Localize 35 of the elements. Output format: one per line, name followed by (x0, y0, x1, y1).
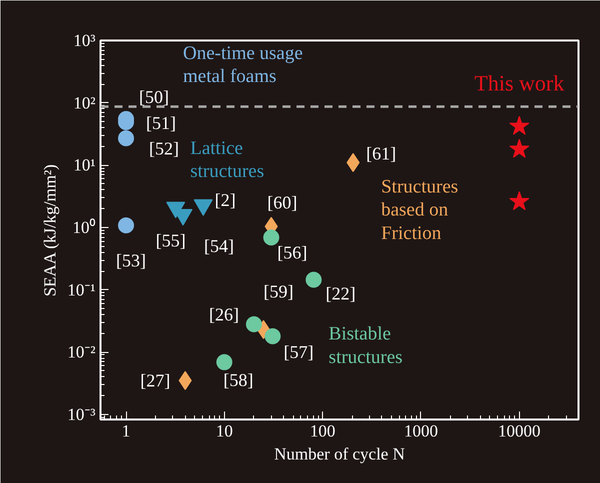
annotation: [53] (116, 250, 146, 270)
annotation: [26] (208, 304, 239, 324)
x-tick-label: 1000 (404, 422, 438, 440)
text: Bistable structures (328, 324, 403, 368)
annotation: [50] (139, 87, 170, 108)
x-tick-label: 10 (216, 422, 233, 440)
y-tick-label: 10¹ (73, 156, 96, 175)
annotation: [51] (146, 113, 176, 134)
y-tick-label: 10⁻¹ (67, 280, 96, 300)
series-label: Lattice structures (190, 138, 264, 182)
annotation: [59] (263, 282, 294, 302)
series-label: Structures based on Friction (381, 176, 458, 244)
annotation: [22] (326, 284, 356, 304)
x-axis-title: Number of cycle N (274, 444, 405, 464)
annotation: [52] (149, 138, 180, 158)
annotation: [54] (204, 236, 234, 256)
annotation: [58] (223, 370, 254, 390)
y-tick-label: 10⁻² (67, 342, 96, 362)
series-label: This work (474, 70, 564, 96)
y-tick-label: 10⁻³ (67, 404, 96, 424)
text: One-time usage metal foams (183, 42, 303, 88)
annotation: [57] (284, 342, 314, 362)
annotation: [2] (214, 190, 236, 210)
y-tick-label: 10³ (73, 31, 96, 50)
x-tick-label: 1 (122, 422, 130, 440)
annotation: [27] (140, 370, 170, 391)
y-axis-title: SEAA (kJ/kg/mm²) (40, 164, 60, 297)
annotation: [60] (267, 192, 298, 212)
annotation: [55] (156, 230, 186, 250)
y-tick-label: 10⁰ (72, 218, 96, 237)
annotation: [56] (277, 242, 308, 263)
x-tick-label: 10000 (498, 422, 541, 440)
x-tick-label: 100 (310, 422, 336, 440)
y-tick-label: 10² (73, 93, 96, 112)
annotation: [61] (366, 144, 396, 164)
